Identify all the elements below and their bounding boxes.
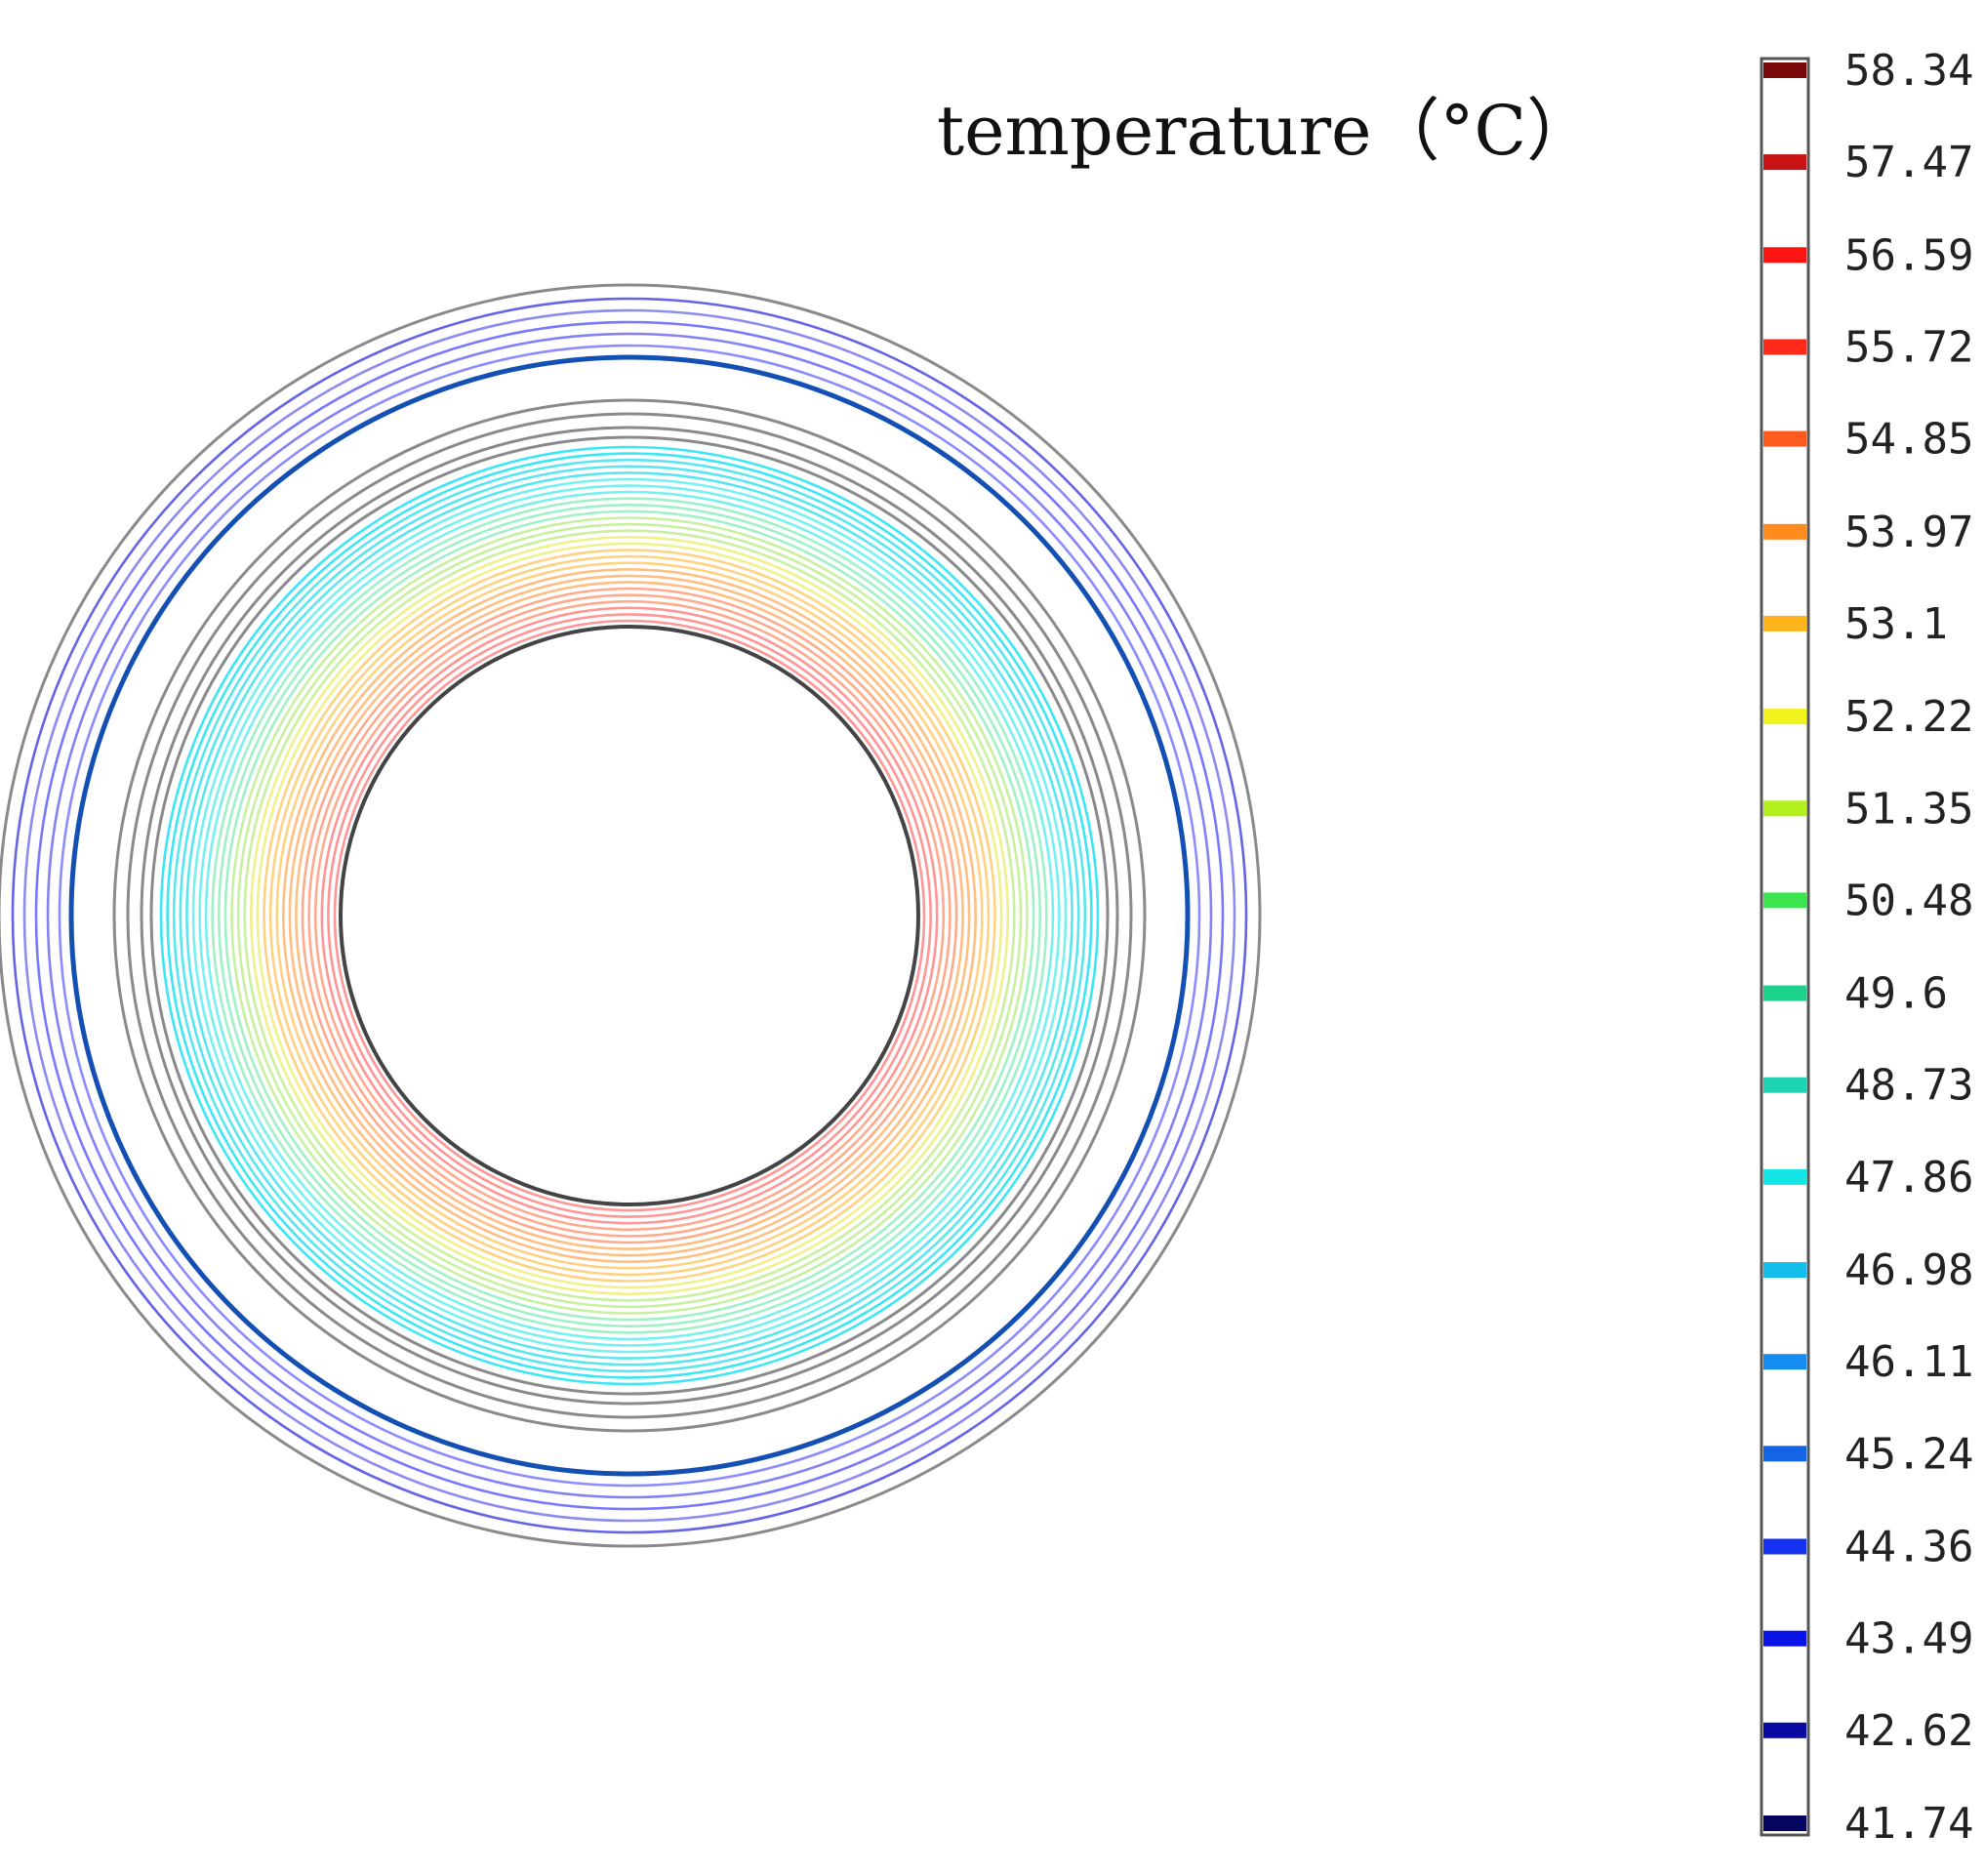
- colorbar-tick-label: 47.86: [1844, 1153, 1973, 1203]
- contour-rings: [0, 283, 1262, 1548]
- colorbar-tick-label: 48.73: [1844, 1061, 1973, 1111]
- colorbar-tick-label: 46.98: [1844, 1245, 1973, 1295]
- colorbar-tick-label: 57.47: [1844, 138, 1973, 187]
- contour-ring-inner: [288, 574, 971, 1257]
- chart-title: temperature（°C）: [937, 91, 1596, 171]
- contour-ring-inner: [320, 606, 939, 1225]
- colorbar-swatch: [1763, 892, 1806, 909]
- layer-boundary: [140, 426, 1119, 1406]
- contour-ring-outer: [22, 308, 1236, 1523]
- contour-ring-inner: [281, 567, 978, 1264]
- contour-ring-dark-blue: [68, 354, 1191, 1477]
- layer-boundary: [149, 435, 1110, 1396]
- colorbar-tick-label: 52.22: [1844, 692, 1973, 742]
- colorbar-frame: [1760, 57, 1810, 1837]
- contour-ring-inner: [198, 484, 1061, 1347]
- contour-ring-inner: [211, 497, 1048, 1334]
- colorbar-swatch: [1763, 1815, 1806, 1831]
- colorbar-tick-label: 54.85: [1844, 415, 1973, 465]
- contour-ring-inner: [185, 471, 1073, 1360]
- colorbar-swatch: [1763, 615, 1806, 632]
- contour-ring-inner: [301, 587, 958, 1244]
- contour-ring-inner: [191, 477, 1068, 1354]
- contour-ring-inner: [313, 599, 946, 1232]
- colorbar-tick-label: 45.24: [1844, 1429, 1973, 1479]
- colorbar-swatch: [1763, 339, 1806, 355]
- colorbar-swatch: [1763, 1354, 1806, 1370]
- contour-ring-inner: [179, 465, 1080, 1366]
- colorbar-tick-label: 51.35: [1844, 784, 1973, 834]
- colorbar-tick-label: 43.49: [1844, 1614, 1973, 1664]
- colorbar-tick-label: 55.72: [1844, 323, 1973, 373]
- contour-ring-inner: [236, 522, 1023, 1309]
- colorbar-swatch: [1763, 1077, 1806, 1093]
- colorbar-swatch: [1763, 709, 1806, 725]
- colorbar-swatch: [1763, 1538, 1806, 1555]
- colorbar-swatch: [1763, 1446, 1806, 1462]
- contour-ring-inner: [172, 458, 1087, 1373]
- contour-ring-inner: [159, 445, 1100, 1386]
- colorbar-swatch: [1763, 62, 1806, 78]
- contour-ring-inner: [333, 619, 926, 1212]
- colorbar: 58.34 57.47 56.59 55.72 54.85 53.97 53.1 52.22 5…: [1760, 46, 1973, 1849]
- layer-boundary: [126, 412, 1133, 1419]
- colorbar-swatch: [1763, 523, 1806, 540]
- colorbar-swatch: [1763, 1630, 1806, 1647]
- colorbar-tick-label: 53.1: [1844, 599, 1948, 649]
- contour-ring-inner: [223, 510, 1035, 1322]
- outer-boundary: [0, 283, 1262, 1548]
- colorbar-swatch: [1763, 1722, 1806, 1738]
- colorbar-tick-label: 46.11: [1844, 1337, 1973, 1387]
- contour-ring-inner: [268, 554, 991, 1277]
- contour-ring-inner: [263, 549, 996, 1283]
- colorbar-tick-label: 58.34: [1844, 46, 1973, 96]
- contour-ring-inner: [249, 535, 1010, 1296]
- colorbar-swatch: [1763, 430, 1806, 447]
- colorbar-tick-label: 49.6: [1844, 969, 1948, 1019]
- colorbar-tick-label: 50.48: [1844, 876, 1973, 925]
- contour-ring-outer: [58, 344, 1201, 1488]
- contour-ring-outer: [46, 332, 1213, 1499]
- colorbar-swatch: [1763, 1262, 1806, 1279]
- contour-ring-inner: [295, 581, 964, 1250]
- colorbar-tick-label: 42.62: [1844, 1706, 1973, 1756]
- colorbar-tick-label: 41.74: [1844, 1799, 1973, 1849]
- contour-ring-inner: [307, 593, 952, 1238]
- contour-ring-inner: [217, 503, 1042, 1328]
- colorbar-tick-label: 44.36: [1844, 1523, 1973, 1572]
- colorbar-tick-label: 53.97: [1844, 508, 1973, 557]
- colorbar-swatch: [1763, 154, 1806, 171]
- contour-ring-inner: [230, 516, 1029, 1315]
- contour-ring-inner: [166, 452, 1093, 1379]
- layer-boundary: [112, 398, 1147, 1433]
- contour-ring-inner: [275, 561, 984, 1270]
- colorbar-swatch: [1763, 985, 1806, 1001]
- colorbar-swatch: [1763, 247, 1806, 264]
- contour-ring-inner: [327, 613, 932, 1218]
- contour-ring-inner: [204, 490, 1055, 1341]
- colorbar-tick-label: 56.59: [1844, 230, 1973, 280]
- contour-ring-inner: [256, 542, 1003, 1289]
- contour-ring-outer: [34, 320, 1225, 1511]
- colorbar-swatch: [1763, 800, 1806, 817]
- inner-boundary: [339, 625, 920, 1206]
- contour-ring-outer: [11, 297, 1248, 1534]
- contour-ring-inner: [243, 529, 1016, 1302]
- colorbar-swatch: [1763, 1168, 1806, 1185]
